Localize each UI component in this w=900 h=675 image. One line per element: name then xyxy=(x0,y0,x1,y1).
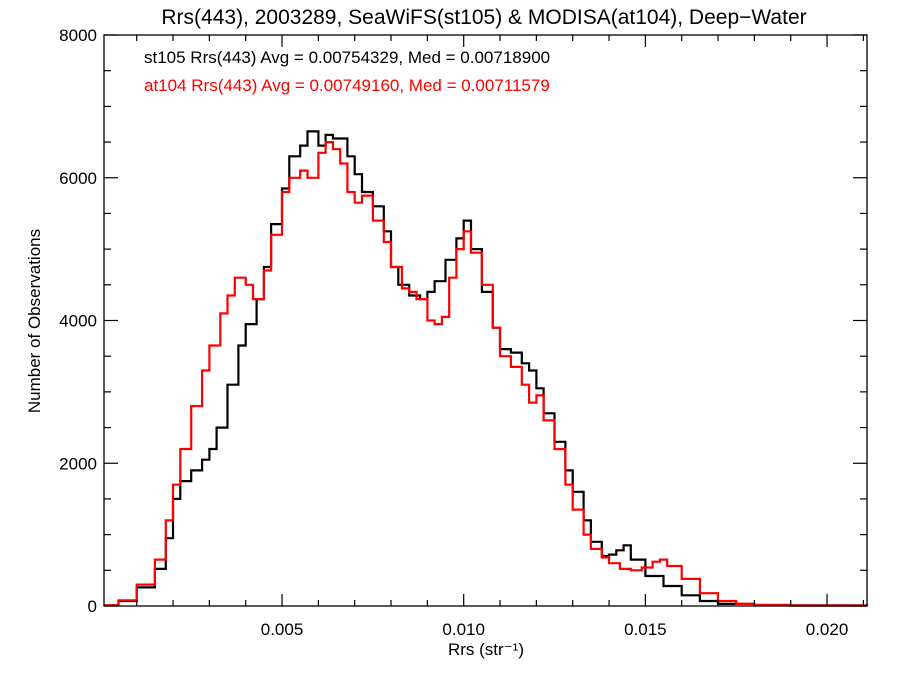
plot-frame xyxy=(103,34,868,607)
tick-layer: 0.005 0.010 0.015 0.020 0 2000 4000 6000 8000 xyxy=(59,26,867,639)
y-axis-label: Number of Observations xyxy=(25,229,44,413)
y-tick-label: 0 xyxy=(88,597,97,616)
x-tick-label: 0.005 xyxy=(261,620,304,639)
y-tick-label: 2000 xyxy=(59,454,97,473)
legend-entry-st105: st105 Rrs(443) Avg = 0.00754329, Med = 0… xyxy=(144,48,550,67)
x-tick-label: 0.010 xyxy=(442,620,485,639)
series-line-st105 xyxy=(104,130,869,607)
x-axis-label: Rrs (str⁻¹) xyxy=(448,640,524,659)
series-line-at104 xyxy=(104,141,869,607)
x-tick-label: 0.020 xyxy=(806,620,849,639)
y-tick-label: 6000 xyxy=(59,169,97,188)
legend-entry-at104: at104 Rrs(443) Avg = 0.00749160, Med = 0… xyxy=(144,76,550,95)
x-tick-label: 0.015 xyxy=(624,620,667,639)
y-tick-label: 4000 xyxy=(59,312,97,331)
legend: st105 Rrs(443) Avg = 0.00754329, Med = 0… xyxy=(144,48,550,95)
y-tick-label: 8000 xyxy=(59,26,97,45)
series-layer xyxy=(104,130,869,607)
chart-title: Rrs(443), 2003289, SeaWiFS(st105) & MODI… xyxy=(161,6,806,29)
